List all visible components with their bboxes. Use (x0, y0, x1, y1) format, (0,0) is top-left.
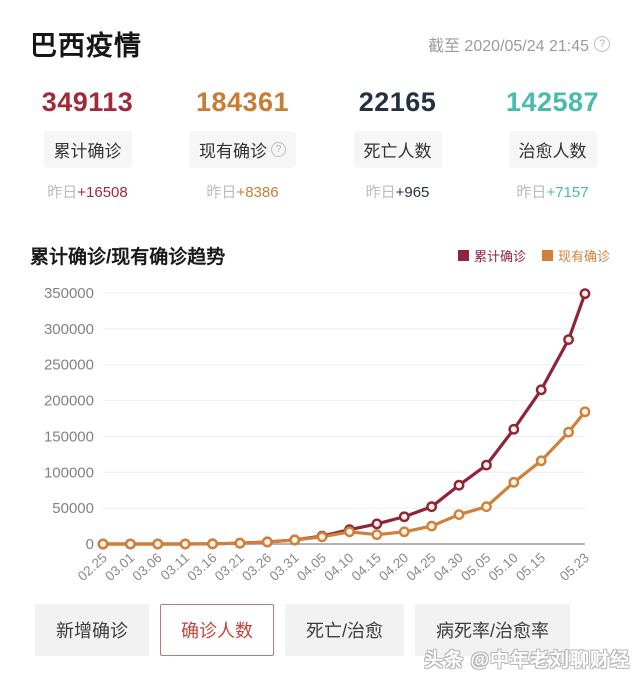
tab-new-confirmed[interactable]: 新增确诊 (35, 604, 149, 656)
header: 巴西疫情 截至 2020/05/24 21:45 ? (0, 0, 640, 63)
tab-deaths-recovered[interactable]: 死亡/治愈 (285, 604, 405, 656)
tab-fatality-recovery-rate[interactable]: 病死率/治愈率 (415, 604, 571, 656)
legend-label: 累计确诊 (473, 249, 526, 264)
svg-text:03.21: 03.21 (212, 550, 247, 584)
trend-chart: 0 50000 100000 150000 200000 250000 300000 3500… (0, 273, 640, 602)
stat-current-confirmed: 184361 现有确诊? 昨日+8386 (165, 87, 320, 202)
stat-deaths: 22165 死亡人数 昨日+965 (320, 87, 475, 202)
as-of-text: 截至 2020/05/24 21:45 (427, 37, 589, 55)
svg-text:05.10: 05.10 (486, 550, 521, 584)
svg-text:04.15: 04.15 (349, 550, 384, 584)
chart-title: 累计确诊/现有确诊趋势 (30, 247, 226, 268)
svg-text:0: 0 (86, 536, 94, 553)
stat-delta: 昨日+16508 (47, 184, 128, 201)
legend-label: 现有确诊 (557, 249, 610, 264)
chart-tabs: 新增确诊 确诊人数 死亡/治愈 病死率/治愈率 (35, 604, 640, 656)
tab-confirmed-count[interactable]: 确诊人数 (160, 604, 274, 656)
stat-value: 184361 (195, 87, 290, 117)
svg-text:04.30: 04.30 (431, 550, 466, 584)
stat-label: 现有确诊? (189, 131, 296, 168)
svg-text:03.01: 03.01 (102, 550, 137, 584)
svg-text:04.20: 04.20 (376, 550, 411, 584)
help-icon[interactable]: ? (271, 142, 286, 157)
chart-legend: 累计确诊 现有确诊 (457, 246, 610, 265)
svg-text:05.15: 05.15 (513, 550, 548, 584)
stat-label: 累计确诊 (43, 131, 132, 168)
svg-text:03.16: 03.16 (184, 550, 219, 584)
legend-item-cumulative[interactable]: 累计确诊 (457, 246, 526, 265)
chart-header: 累计确诊/现有确诊趋势 累计确诊 现有确诊 (30, 242, 610, 269)
legend-swatch-icon (457, 250, 469, 261)
stats-row: 349113 累计确诊 昨日+16508 184361 现有确诊? 昨日+838… (0, 87, 640, 202)
svg-text:300000: 300000 (44, 321, 94, 338)
svg-text:03.11: 03.11 (158, 550, 192, 583)
stat-label: 治愈人数 (508, 131, 597, 168)
svg-text:04.25: 04.25 (403, 550, 438, 584)
legend-swatch-icon (541, 250, 553, 261)
svg-text:03.26: 03.26 (239, 550, 274, 584)
stat-value: 22165 (358, 87, 437, 117)
svg-text:350000: 350000 (44, 285, 94, 302)
stat-value: 142587 (505, 87, 600, 117)
svg-text:250000: 250000 (44, 357, 94, 374)
stat-label: 死亡人数 (353, 131, 442, 168)
svg-text:100000: 100000 (44, 464, 94, 481)
stat-value: 349113 (41, 87, 134, 117)
svg-text:04.05: 04.05 (294, 550, 329, 584)
svg-text:04.10: 04.10 (321, 550, 356, 584)
stat-delta: 昨日+7157 (516, 184, 589, 201)
svg-text:03.31: 03.31 (267, 550, 302, 584)
help-icon[interactable]: ? (594, 35, 610, 52)
svg-text:05.23: 05.23 (557, 550, 592, 584)
svg-text:150000: 150000 (44, 428, 94, 445)
svg-text:50000: 50000 (52, 500, 94, 517)
stat-delta: 昨日+965 (365, 184, 430, 201)
trend-chart-svg: 0 50000 100000 150000 200000 250000 300000 3500… (44, 285, 592, 584)
page-title: 巴西疫情 (30, 31, 142, 61)
stat-cumulative-confirmed: 349113 累计确诊 昨日+16508 (10, 87, 165, 202)
svg-text:05.05: 05.05 (458, 550, 493, 584)
legend-item-current[interactable]: 现有确诊 (541, 246, 610, 265)
svg-text:02.25: 02.25 (75, 550, 110, 584)
stat-recovered: 142587 治愈人数 昨日+7157 (475, 87, 630, 202)
stat-delta: 昨日+8386 (206, 184, 279, 201)
svg-text:200000: 200000 (44, 393, 94, 410)
as-of-timestamp: 截至 2020/05/24 21:45 ? (428, 32, 610, 56)
svg-text:03.06: 03.06 (130, 550, 165, 584)
